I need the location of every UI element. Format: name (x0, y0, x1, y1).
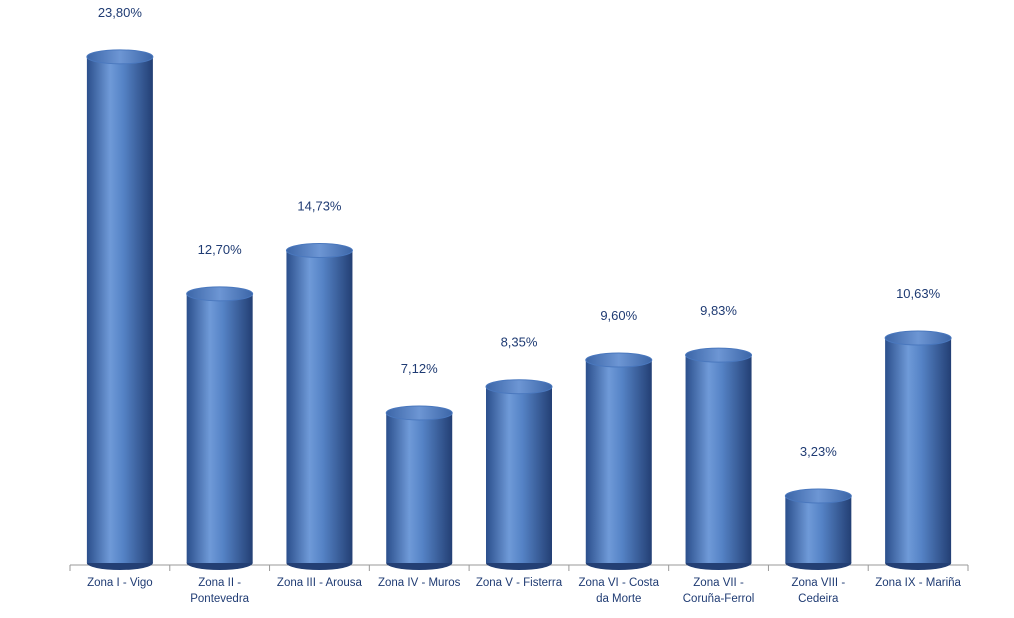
bar (685, 347, 753, 570)
value-label: 3,23% (800, 444, 837, 459)
bar-body (486, 386, 552, 563)
bar-top (784, 488, 852, 504)
bar-top (385, 405, 453, 421)
x-tick-label: Zona IV - Muros (377, 577, 461, 589)
bar (385, 405, 453, 570)
x-tick-label: Zona VI - Costa da Morte (578, 577, 660, 605)
x-tick-label: Zona IX - Mariña (875, 577, 961, 589)
bar-body (685, 355, 752, 563)
bar (784, 488, 852, 570)
value-label: 23,80% (98, 5, 143, 20)
bar-top (285, 243, 353, 259)
x-tick-label: Zona VIII - Cedeira (791, 577, 846, 605)
bar-body (785, 496, 852, 563)
bar (285, 243, 353, 570)
bar (86, 49, 154, 570)
bar-top (485, 379, 553, 395)
x-tick-label: Zona V - Fisterra (475, 577, 563, 589)
x-tick-label: Zona II - Pontevedra (190, 577, 250, 605)
value-label: 10,63% (896, 286, 941, 301)
bar-top (884, 330, 952, 346)
bar-body (286, 250, 353, 563)
value-label: 9,60% (600, 308, 637, 323)
bar (585, 352, 653, 570)
value-label: 8,35% (501, 335, 538, 350)
bar (186, 286, 254, 570)
bar-body (86, 56, 153, 564)
bar-top (685, 347, 753, 363)
value-label: 9,83% (700, 303, 737, 318)
bar-top (585, 352, 653, 368)
bar-body (386, 412, 453, 563)
bar (884, 330, 952, 570)
x-tick-label: Zona I - Vigo (87, 577, 153, 589)
bar-body (186, 293, 253, 563)
value-label: 7,12% (401, 361, 438, 376)
x-tick-label: Zona VII - Coruña-Ferrol (682, 577, 755, 605)
bar-body (585, 360, 652, 563)
value-label: 14,73% (297, 199, 342, 214)
value-label: 12,70% (198, 242, 243, 257)
bar-top (186, 286, 254, 302)
bar (485, 379, 553, 570)
bar-top (86, 49, 154, 65)
x-tick-label: Zona III - Arousa (276, 577, 362, 589)
bar-body (885, 338, 952, 563)
